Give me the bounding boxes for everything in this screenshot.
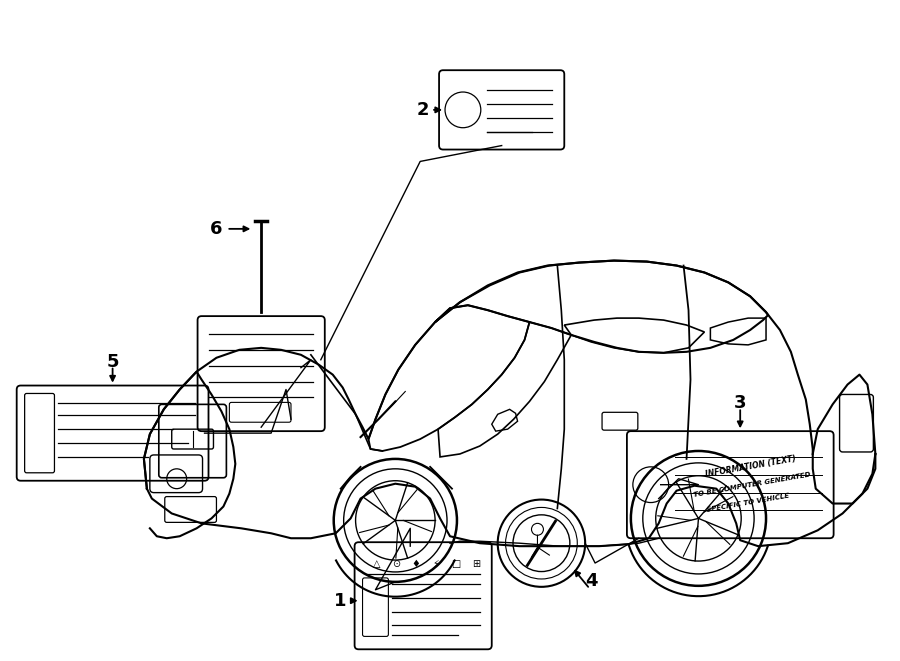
Text: △: △ <box>373 559 380 569</box>
Text: 2: 2 <box>417 101 429 119</box>
Text: ⚡: ⚡ <box>433 559 439 569</box>
Text: 5: 5 <box>106 353 119 371</box>
Text: ⊞: ⊞ <box>472 559 480 569</box>
Text: ♦: ♦ <box>412 559 420 569</box>
Text: 6: 6 <box>211 220 222 238</box>
Text: 1: 1 <box>335 592 346 609</box>
Text: 4: 4 <box>585 572 598 590</box>
Text: INFORMATION (TEXT): INFORMATION (TEXT) <box>704 454 796 479</box>
Text: ⊙: ⊙ <box>392 559 400 569</box>
Text: TO BE COMPUTER GENERATED: TO BE COMPUTER GENERATED <box>693 471 811 498</box>
Text: SPECIFIC TO VEHICLE: SPECIFIC TO VEHICLE <box>706 492 790 513</box>
Text: □: □ <box>451 559 461 569</box>
Text: 3: 3 <box>734 395 746 412</box>
